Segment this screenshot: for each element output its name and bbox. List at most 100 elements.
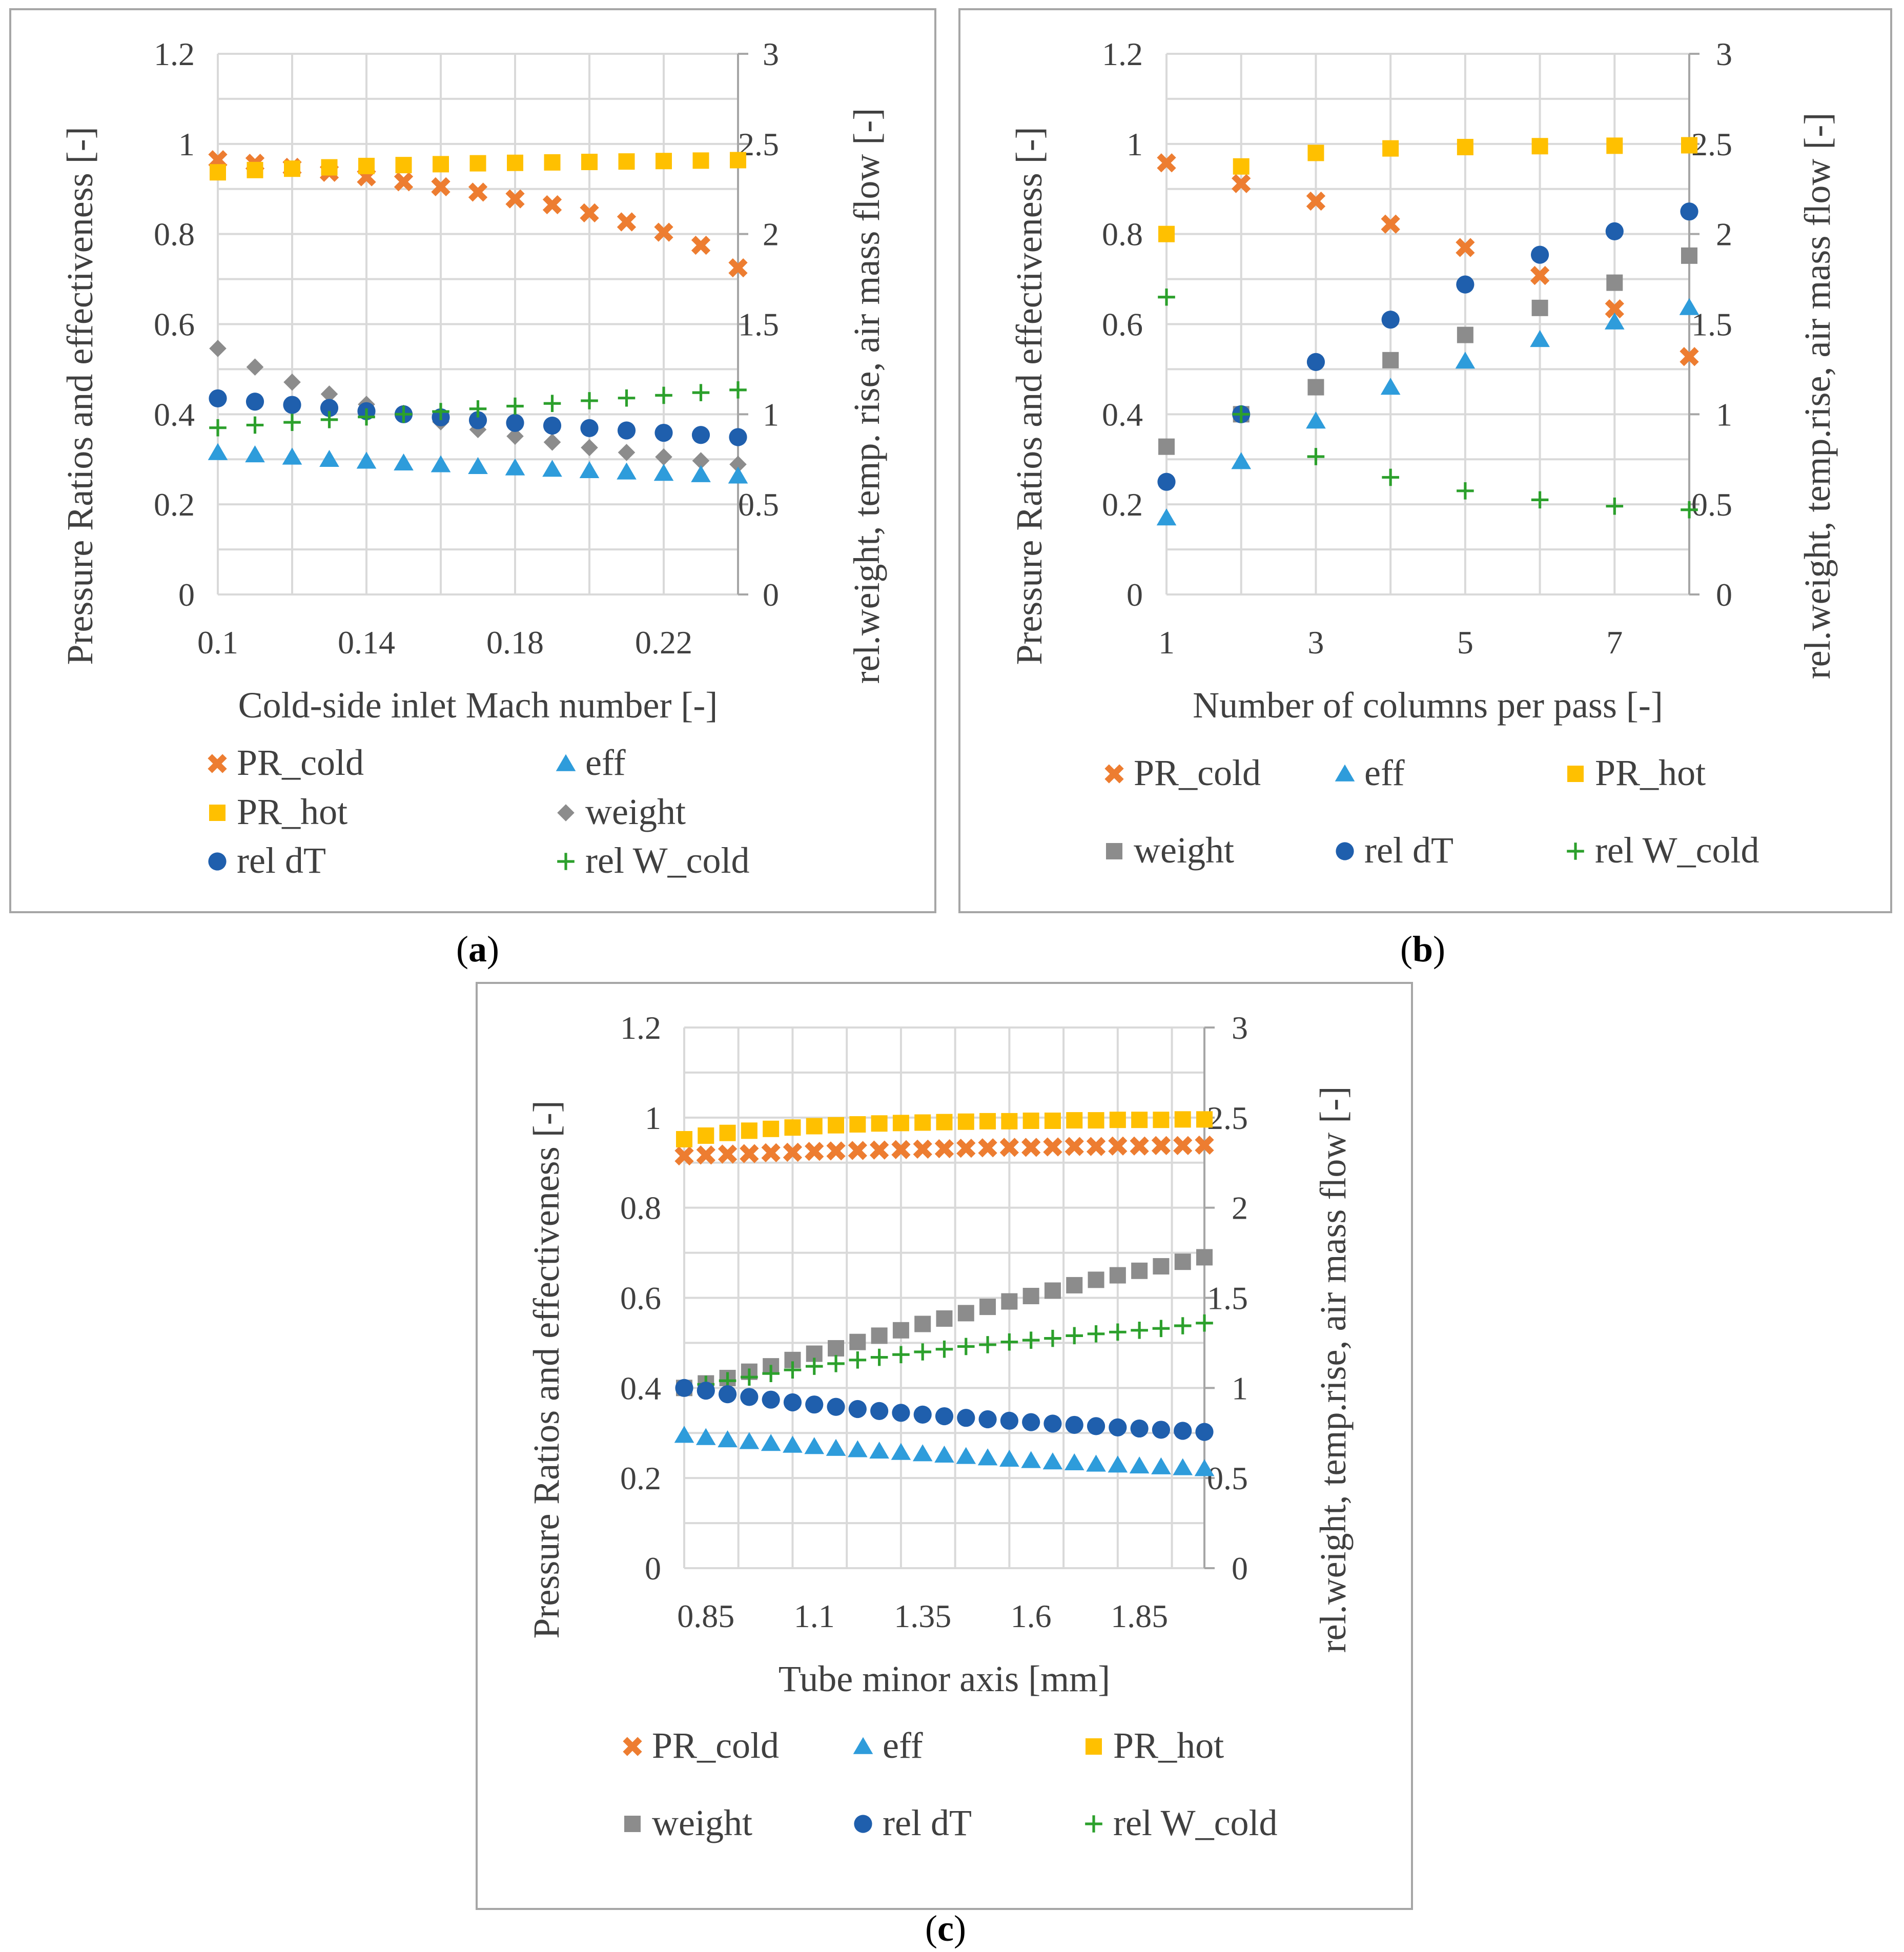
data-point (1086, 1137, 1106, 1156)
data-point (246, 416, 264, 434)
panel-caption: (a) (456, 929, 499, 970)
data-point (1130, 1136, 1149, 1156)
data-point (395, 405, 413, 423)
data-point (1151, 1457, 1171, 1474)
caption-letter: b (1412, 929, 1433, 970)
data-point (691, 426, 710, 444)
data-point (718, 1144, 738, 1164)
legend-marker (556, 754, 576, 771)
y-tick-label: 0.2 (620, 1460, 661, 1496)
data-point (581, 439, 598, 457)
data-point (618, 444, 636, 461)
data-point (469, 400, 487, 418)
legend-label: PR_hot (1113, 1725, 1224, 1766)
legend-marker (1567, 843, 1584, 860)
data-point (695, 1428, 716, 1445)
data-point (784, 1361, 802, 1379)
data-point (761, 1434, 781, 1451)
data-point (1680, 347, 1699, 366)
data-point (1021, 1138, 1041, 1157)
data-point (432, 403, 449, 420)
data-point (804, 1437, 825, 1454)
data-point (674, 1426, 694, 1443)
data-point (1087, 1417, 1105, 1435)
data-point (1530, 245, 1549, 264)
data-point (1157, 153, 1176, 173)
data-point (1156, 508, 1177, 526)
series-eff (674, 1426, 1215, 1476)
data-point (718, 1385, 737, 1404)
y-tick-label: 1 (178, 126, 195, 162)
y2-tick-label: 2 (763, 216, 779, 253)
data-point (579, 461, 600, 478)
data-point (1131, 1112, 1148, 1128)
data-point (692, 384, 710, 401)
data-point (284, 160, 300, 177)
legend-marker (854, 1815, 872, 1833)
x-tick-label: 1.6 (1011, 1598, 1052, 1634)
y-tick-label: 0.6 (620, 1280, 661, 1317)
data-point (740, 1144, 759, 1163)
data-point (543, 416, 562, 435)
y-tick-label: 0.4 (1102, 396, 1143, 433)
data-point (1382, 468, 1399, 486)
data-point (209, 389, 227, 407)
legend-marker (1085, 1815, 1102, 1833)
y2-tick-label: 3 (1232, 1010, 1248, 1046)
data-point (1064, 1137, 1084, 1156)
y2-tick-label: 0 (1716, 577, 1732, 613)
legend-label: rel dT (237, 840, 326, 881)
data-point (321, 159, 338, 176)
data-point (978, 1410, 997, 1429)
data-point (320, 385, 338, 403)
x-tick-label: 1 (1158, 624, 1175, 661)
legend-marker (208, 754, 227, 773)
caption-open: ( (456, 929, 468, 970)
y-tick-label: 0 (178, 577, 195, 613)
data-point (783, 1435, 803, 1453)
data-point (1130, 1419, 1149, 1438)
data-point (581, 154, 598, 170)
chart-panel-b: 0 0.2 0.4 0.6 0.8 1 1.2 0 0.5 1 1.5 2 2.5 3 1 3 5 7 Number… (958, 8, 1892, 913)
data-point (826, 1439, 846, 1456)
legend-label: rel W_cold (1113, 1802, 1278, 1843)
data-point (912, 1444, 933, 1462)
legend-entry-rel-w-cold: rel W_cold (557, 840, 750, 881)
data-point (1232, 405, 1250, 423)
y2-axis-title: rel.weight, temp.rise, air mass flow [-] (1797, 113, 1838, 680)
data-point (1680, 202, 1698, 221)
data-point (957, 1113, 974, 1130)
y2-tick-label: 2 (1716, 216, 1732, 253)
y-axis-title: Pressure Ratios and effectiveness [-] (1009, 127, 1050, 665)
y-axis-title: Pressure Ratios and effectiveness [-] (526, 1100, 567, 1638)
data-point (395, 157, 412, 174)
data-point (618, 153, 635, 170)
data-point (999, 1138, 1019, 1157)
y2-tick-label: 0.5 (1691, 486, 1732, 523)
data-point (505, 458, 525, 476)
data-point (1022, 1287, 1039, 1304)
data-point (1022, 1413, 1040, 1431)
data-point (1196, 1314, 1213, 1332)
data-point (935, 1340, 953, 1358)
data-point (740, 1388, 759, 1406)
y-tick-label: 1.2 (154, 36, 195, 72)
data-point (1000, 1333, 1018, 1351)
series-rel-w-cold (1158, 288, 1698, 519)
data-point (1174, 1254, 1191, 1270)
y2-tick-label: 0 (763, 577, 779, 613)
data-point (1382, 352, 1399, 368)
data-point (977, 1448, 998, 1466)
x-tick-label: 0.1 (197, 624, 238, 661)
data-point (741, 1122, 757, 1139)
data-point (871, 1327, 888, 1344)
series-pr-hot (210, 152, 746, 181)
data-point (979, 1113, 996, 1129)
data-point (805, 1358, 823, 1375)
data-point (692, 152, 709, 169)
data-point (1174, 1111, 1191, 1128)
y2-tick-label: 2.5 (1207, 1100, 1248, 1136)
data-point (1001, 1113, 1018, 1129)
y2-axis-title: rel.weight, temp.rise, air mass flow [-] (1313, 1086, 1354, 1653)
data-point (936, 1310, 953, 1327)
